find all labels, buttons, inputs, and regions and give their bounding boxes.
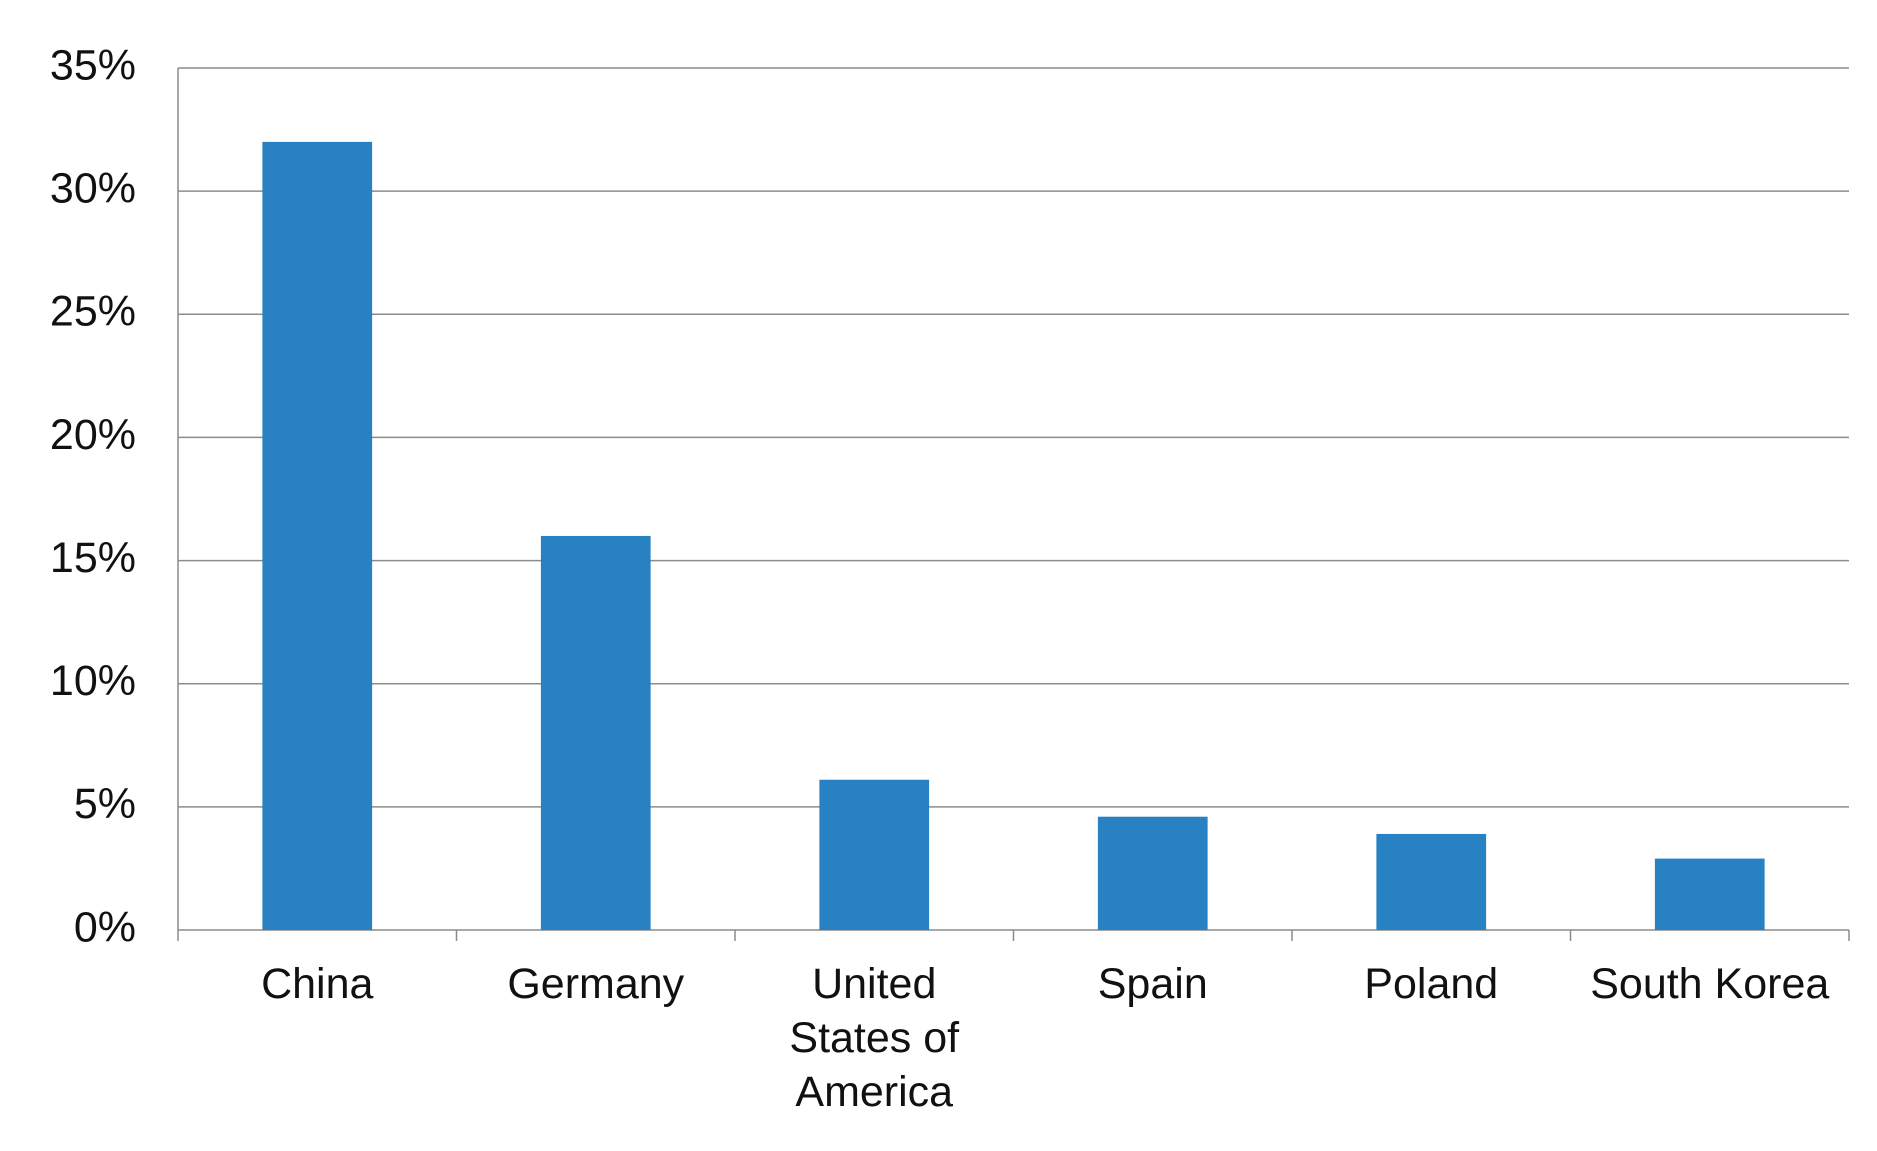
- bar: [819, 779, 930, 930]
- y-tick-label: 15%: [50, 534, 136, 582]
- y-tick-label: 10%: [50, 657, 136, 705]
- x-tick-label: Poland: [1364, 960, 1499, 1008]
- y-tick-label: 30%: [50, 165, 136, 213]
- bar: [1376, 833, 1487, 930]
- bar: [540, 535, 651, 930]
- x-tick-label: China: [261, 960, 374, 1008]
- y-tick-label: 5%: [74, 780, 136, 828]
- y-tick-label: 25%: [50, 288, 136, 336]
- y-tick-label: 20%: [50, 411, 136, 459]
- bar: [262, 141, 373, 930]
- x-tick-label: South Korea: [1590, 960, 1830, 1008]
- y-tick-label: 35%: [50, 41, 136, 89]
- bar: [1654, 858, 1765, 930]
- x-tick-label: Spain: [1097, 960, 1208, 1008]
- x-tick-label: Germany: [507, 960, 685, 1008]
- x-tick-label: United States of America: [789, 960, 960, 1116]
- y-tick-label: 0%: [74, 903, 136, 951]
- bar: [1097, 816, 1208, 930]
